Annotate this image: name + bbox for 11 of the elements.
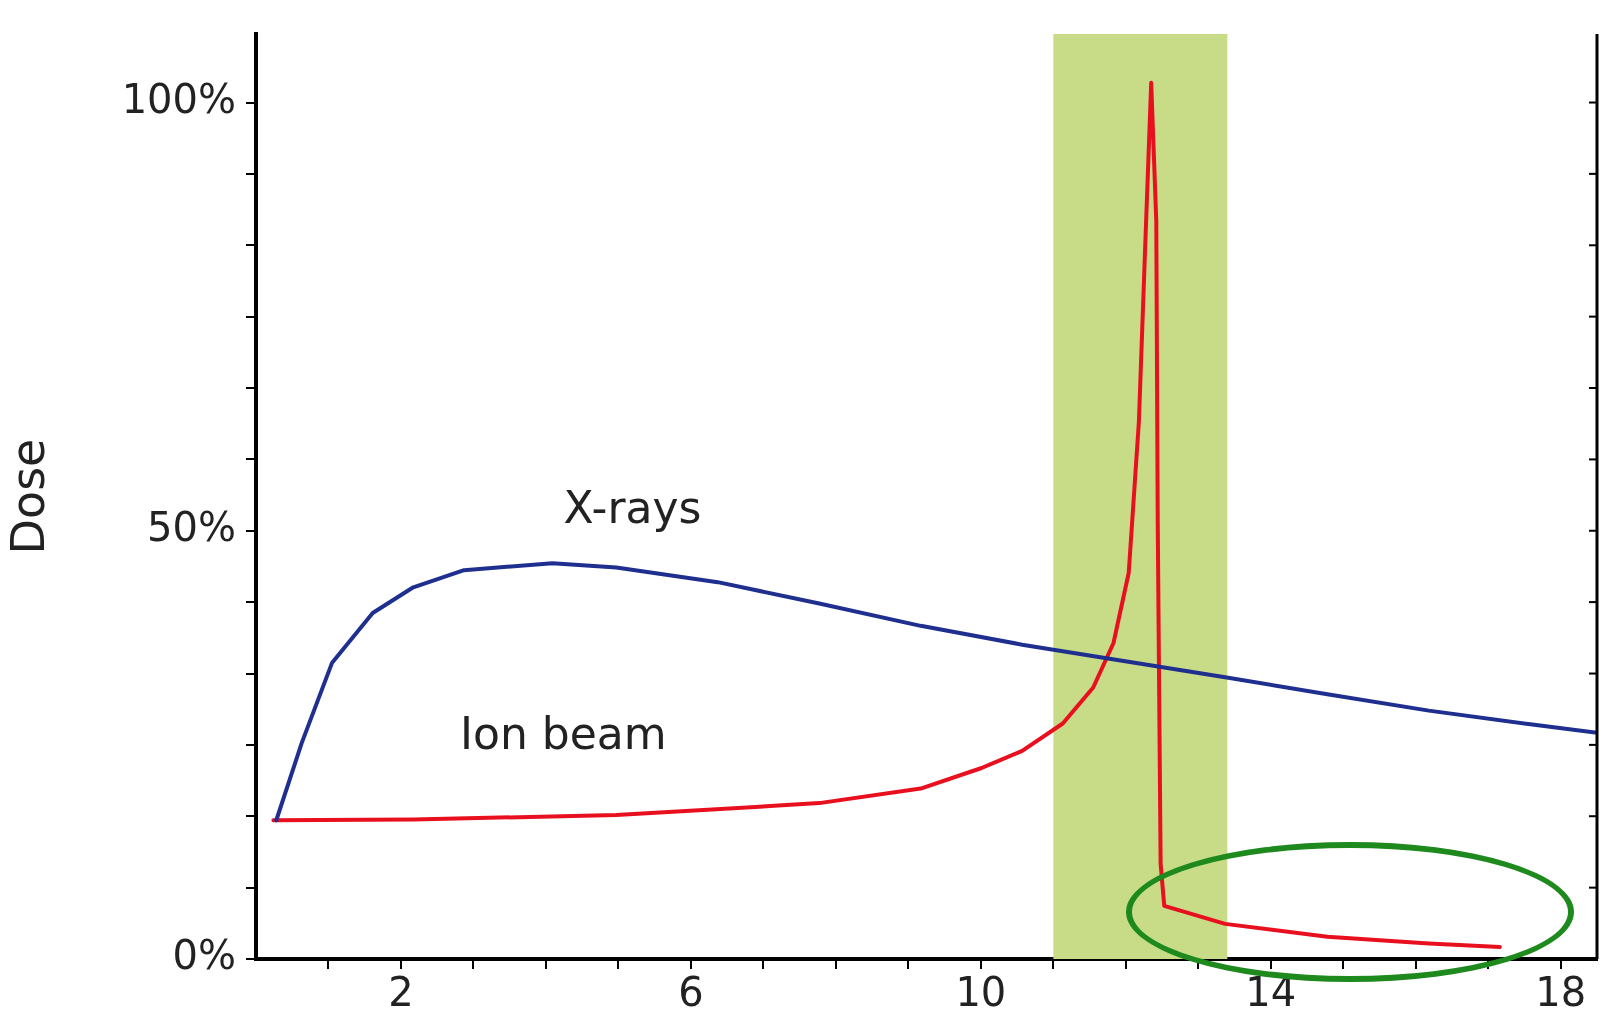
x-tick-label: 14 — [1245, 969, 1297, 1016]
y-axis-title: Dose — [0, 438, 55, 555]
series-label: X-rays — [563, 481, 702, 533]
series-label: Ion beam — [460, 707, 667, 759]
y-tick-label: 100% — [121, 75, 236, 122]
y-tick-label: 50% — [147, 504, 236, 551]
x-tick-label: 6 — [678, 969, 704, 1016]
x-tick-label: 18 — [1535, 969, 1587, 1016]
x-tick-label: 10 — [955, 969, 1007, 1016]
x-tick-label: 2 — [388, 969, 414, 1016]
y-tick-label: 0% — [172, 932, 236, 979]
